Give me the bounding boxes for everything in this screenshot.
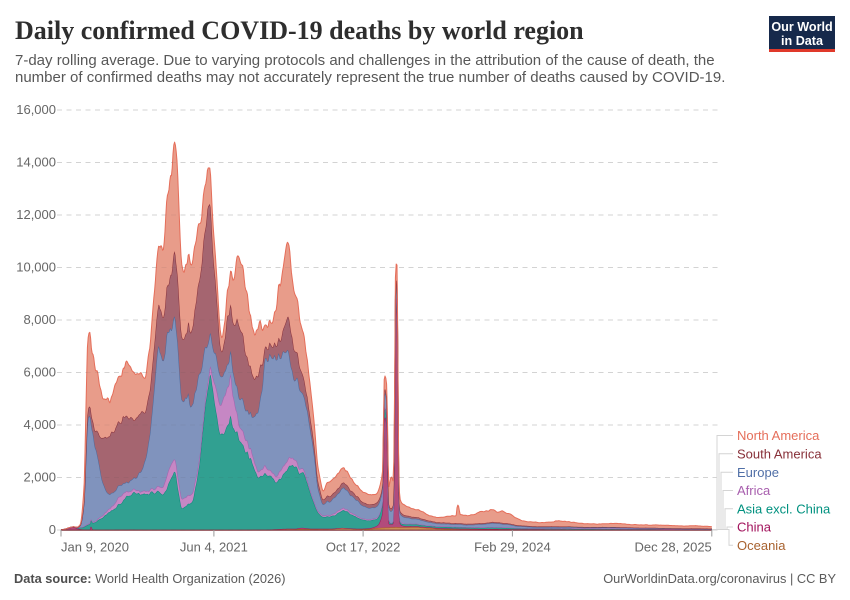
svg-text:16,000: 16,000: [16, 102, 56, 117]
svg-text:Africa: Africa: [737, 483, 771, 498]
svg-text:Asia excl. China: Asia excl. China: [737, 501, 831, 516]
svg-text:Oct 17, 2022: Oct 17, 2022: [326, 540, 400, 555]
svg-text:10,000: 10,000: [16, 260, 56, 275]
svg-text:0: 0: [49, 522, 56, 537]
svg-text:4,000: 4,000: [23, 417, 56, 432]
svg-text:12,000: 12,000: [16, 207, 56, 222]
svg-text:Europe: Europe: [737, 465, 779, 480]
svg-text:2,000: 2,000: [23, 470, 56, 485]
svg-text:China: China: [737, 520, 772, 535]
svg-text:8,000: 8,000: [23, 312, 56, 327]
svg-text:Jun 4, 2021: Jun 4, 2021: [180, 540, 248, 555]
svg-text:Oceania: Oceania: [737, 538, 786, 553]
svg-text:North America: North America: [737, 428, 820, 443]
svg-text:Jan 9, 2020: Jan 9, 2020: [61, 540, 129, 555]
svg-text:6,000: 6,000: [23, 365, 56, 380]
svg-text:Dec 28, 2025: Dec 28, 2025: [634, 540, 711, 555]
svg-text:South America: South America: [737, 446, 822, 461]
svg-text:Feb 29, 2024: Feb 29, 2024: [474, 540, 551, 555]
svg-text:14,000: 14,000: [16, 155, 56, 170]
